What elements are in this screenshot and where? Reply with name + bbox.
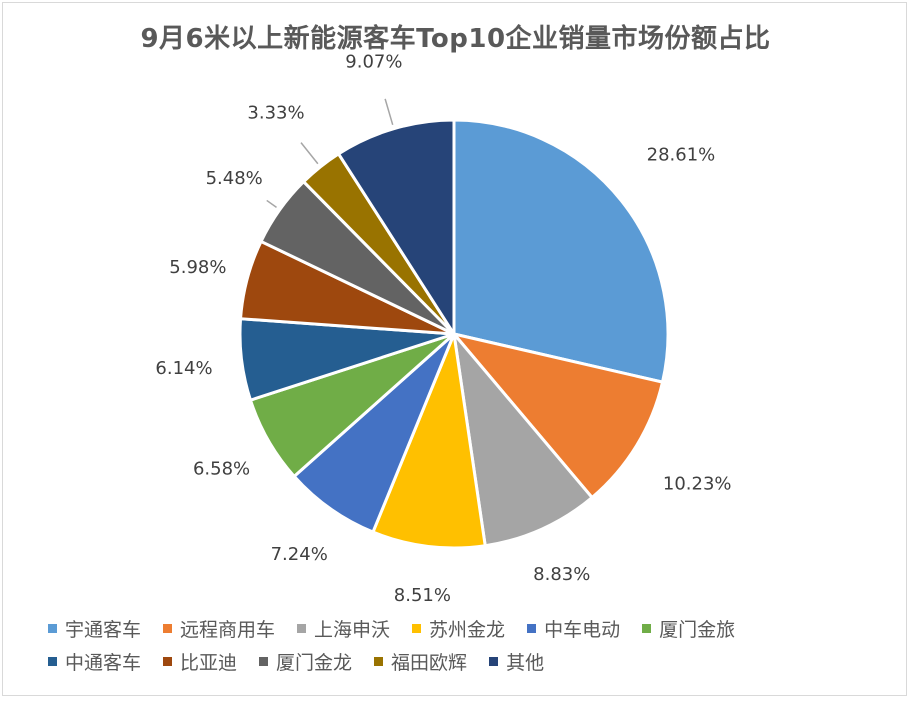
data-label-8: 5.98% [169,257,226,278]
data-label-11: 9.07% [345,51,402,72]
legend-label: 福田欧辉 [391,652,468,674]
data-label-4: 8.51% [394,585,451,606]
legend-swatch [642,624,652,633]
pie-slice-1 [452,118,670,384]
legend-label: 远程商用车 [180,619,276,641]
data-label-7: 6.14% [155,358,212,379]
legend-label: 中车电动 [544,619,621,641]
legend-label: 中通客车 [65,652,142,674]
data-label-9: 5.48% [206,168,263,189]
legend-swatch [48,624,57,633]
legend-swatch [489,657,499,666]
legend-swatch [412,624,422,633]
legend-item-2: 远程商用车 [163,615,275,642]
legend-label: 上海申沃 [314,619,391,641]
legend-label: 厦门金旅 [659,619,736,641]
legend-item-7: 中通客车 [48,648,141,675]
legend-item-4: 苏州金龙 [412,615,505,642]
legend-item-10: 福田欧辉 [374,648,467,675]
legend-item-6: 厦门金旅 [642,615,735,642]
legend-item-8: 比亚迪 [163,648,237,675]
legend-swatch [527,624,537,633]
legend-swatch [297,624,307,633]
leader-line-11 [384,98,394,126]
data-label-10: 3.33% [247,102,304,123]
pie-slice-4 [371,328,487,550]
legend-label: 厦门金龙 [276,652,353,674]
chart-legend: 宇通客车 远程商用车 上海申沃 苏州金龙 中车电动 厦门金旅 中通客车 比亚迪 厦门金龙 福田欧… [48,612,888,678]
legend-label: 苏州金龙 [429,619,506,641]
legend-item-9: 厦门金龙 [259,648,352,675]
legend-swatch [48,657,57,666]
legend-swatch [374,657,384,666]
legend-label: 宇通客车 [65,619,142,641]
data-label-2: 10.23% [663,474,732,495]
chart-title: 9月6米以上新能源客车Top10企业销量市场份额占比 [140,24,771,54]
data-label-6: 6.58% [193,458,250,479]
legend-item-3: 上海申沃 [297,615,390,642]
leader-line-9 [266,199,277,209]
leader-line-10 [300,142,319,165]
pie-slice-3 [451,329,595,548]
legend-swatch [259,657,269,666]
legend-item-5: 中车电动 [527,615,620,642]
data-label-1: 28.61% [647,144,716,165]
pie-slice-2 [449,331,665,500]
legend-item-11: 其他 [489,648,544,675]
data-label-3: 8.83% [533,564,590,585]
legend-swatch [163,657,173,666]
data-label-5: 7.24% [271,544,328,565]
legend-item-1: 宇通客车 [48,615,141,642]
pie-slice-11 [336,118,456,340]
legend-label: 其他 [506,652,545,674]
legend-swatch [163,624,173,633]
legend-label: 比亚迪 [180,652,238,674]
